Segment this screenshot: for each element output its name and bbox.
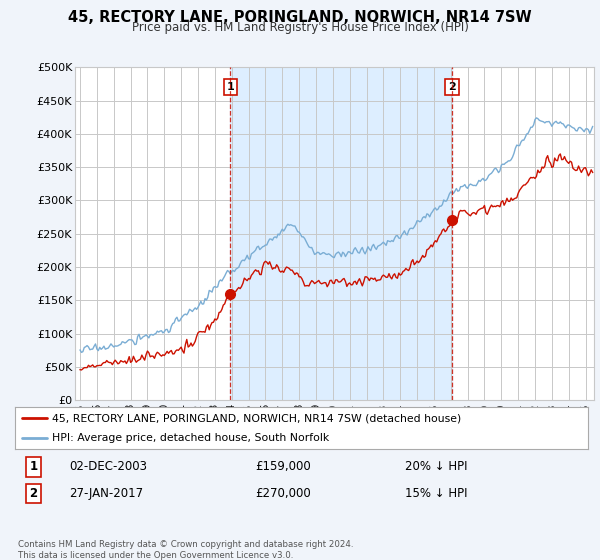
Text: Price paid vs. HM Land Registry's House Price Index (HPI): Price paid vs. HM Land Registry's House … <box>131 21 469 34</box>
Text: 45, RECTORY LANE, PORINGLAND, NORWICH, NR14 7SW: 45, RECTORY LANE, PORINGLAND, NORWICH, N… <box>68 10 532 25</box>
Text: 2: 2 <box>448 82 456 92</box>
Text: 2: 2 <box>29 487 37 500</box>
Bar <box>230 67 452 400</box>
Text: 45, RECTORY LANE, PORINGLAND, NORWICH, NR14 7SW (detached house): 45, RECTORY LANE, PORINGLAND, NORWICH, N… <box>52 413 461 423</box>
Text: Contains HM Land Registry data © Crown copyright and database right 2024.
This d: Contains HM Land Registry data © Crown c… <box>18 540 353 560</box>
Text: 1: 1 <box>29 460 37 473</box>
Text: 27-JAN-2017: 27-JAN-2017 <box>70 487 143 500</box>
Text: 02-DEC-2003: 02-DEC-2003 <box>70 460 148 473</box>
Text: 1: 1 <box>226 82 234 92</box>
Text: HPI: Average price, detached house, South Norfolk: HPI: Average price, detached house, Sout… <box>52 433 329 443</box>
Text: £270,000: £270,000 <box>256 487 311 500</box>
Text: £159,000: £159,000 <box>256 460 311 473</box>
Text: 15% ↓ HPI: 15% ↓ HPI <box>404 487 467 500</box>
Text: 20% ↓ HPI: 20% ↓ HPI <box>404 460 467 473</box>
